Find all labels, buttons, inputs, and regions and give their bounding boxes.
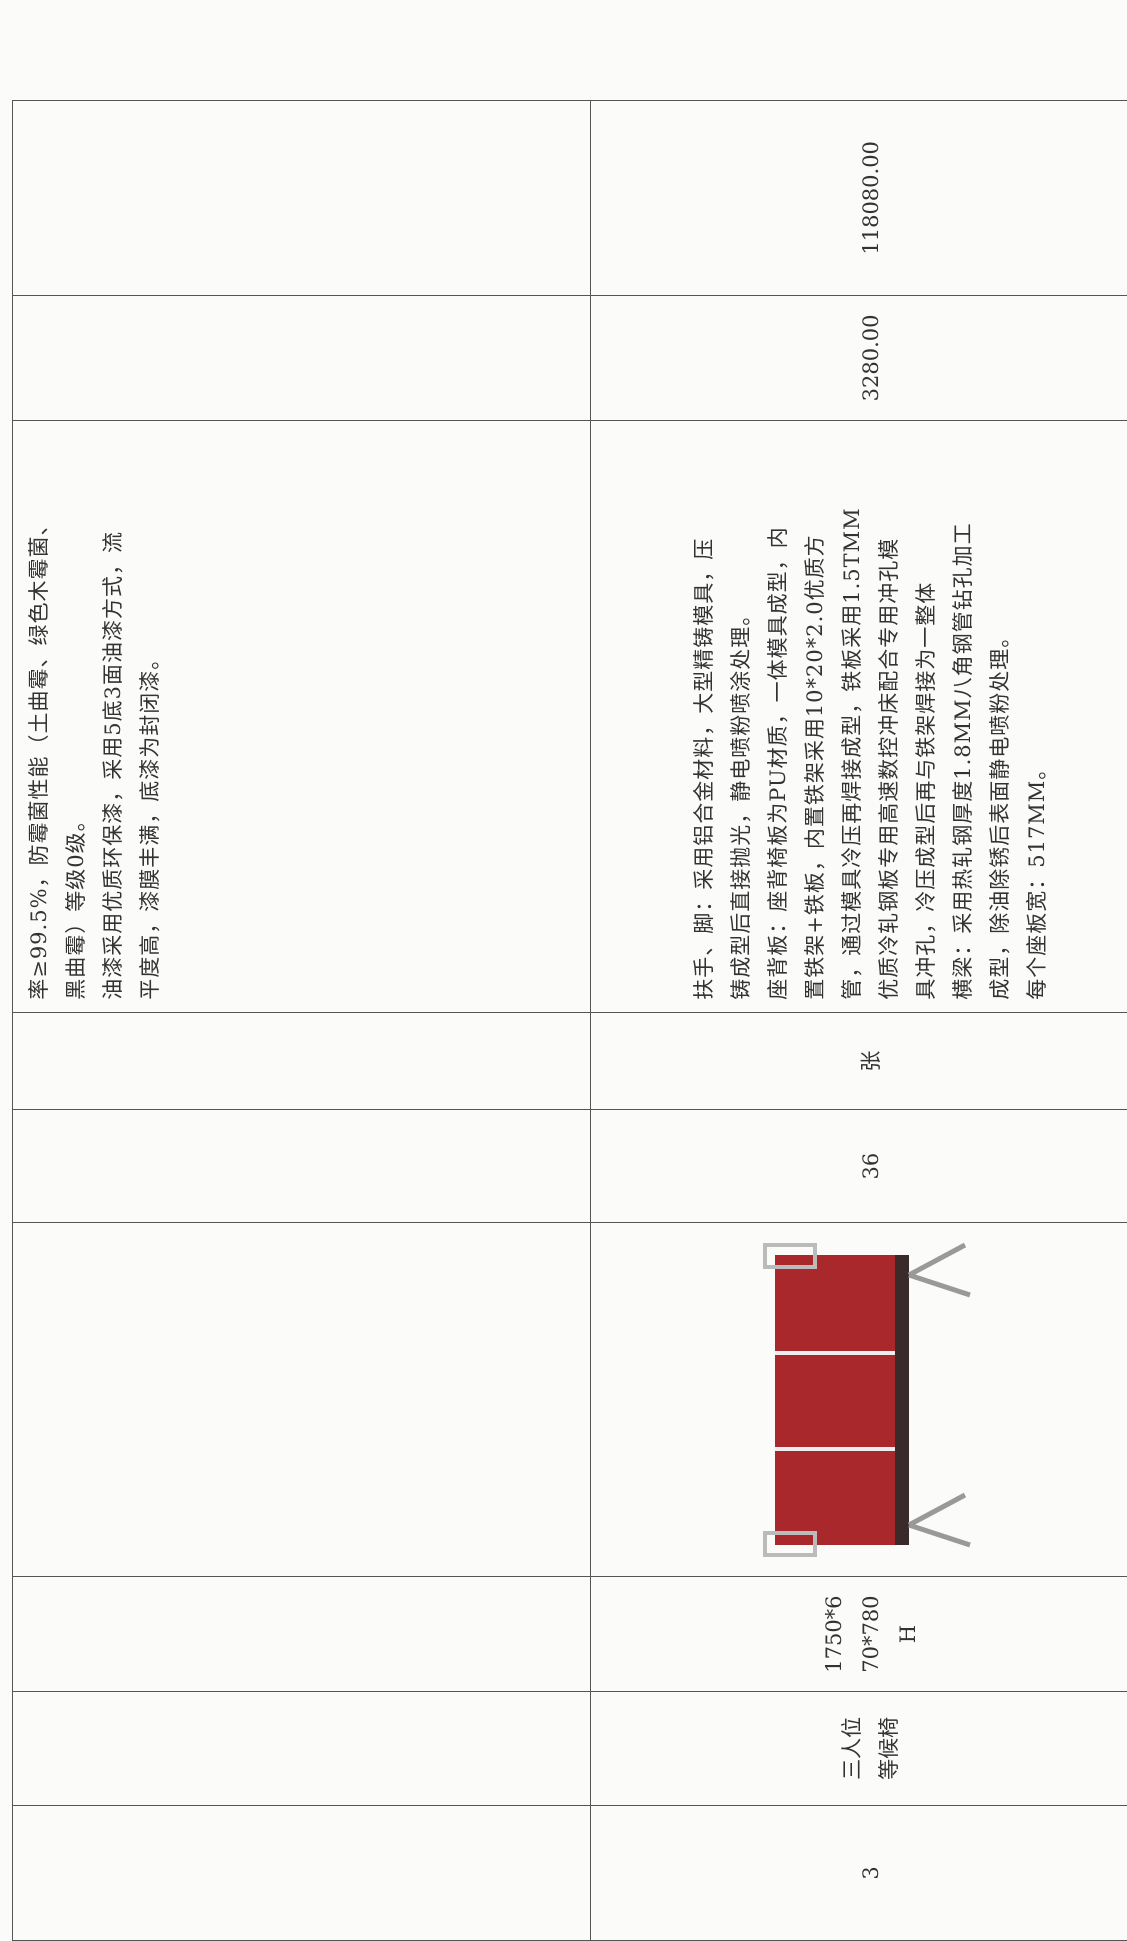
index-cell: 3 bbox=[591, 1805, 1127, 1940]
cell bbox=[13, 101, 591, 296]
text-line: 扶手、脚：采用铝合金材料，大型精铸模具，压 bbox=[686, 433, 723, 1000]
description-cell: 扶手、脚：采用铝合金材料，大型精铸模具，压铸成型后直接抛光，静电喷粉喷涂处理。座… bbox=[591, 421, 1127, 1013]
chair bbox=[765, 1245, 970, 1555]
text-line: 1750*6 bbox=[816, 1587, 853, 1681]
text-line: 每个座板宽：517MM。 bbox=[1019, 433, 1056, 1000]
cell bbox=[13, 1012, 591, 1110]
cell bbox=[13, 295, 591, 420]
text-line: 率≥99.5%，防霉菌性能（土曲霉、绿色木霉菌、 bbox=[21, 433, 58, 1000]
text-line: 具冲孔，冷压成型后再与铁架焊接为一整体 bbox=[908, 433, 945, 1000]
name-cell: 三人位等候椅 bbox=[591, 1691, 1127, 1805]
quantity-cell: 36 bbox=[591, 1110, 1127, 1223]
image-cell bbox=[591, 1222, 1127, 1576]
text-line: 平度高，漆膜丰满，底漆为封闭漆。 bbox=[132, 433, 169, 1000]
text-line: 优质冷轧钢板专用高速数控冲床配合专用冲孔模 bbox=[871, 433, 908, 1000]
text-line: 置铁架+铁板，内置铁架采用10*20*2.0优质方 bbox=[797, 433, 834, 1000]
cell bbox=[13, 1691, 591, 1805]
cell bbox=[13, 1110, 591, 1223]
text-line: 油漆采用优质环保漆，采用5底3面油漆方式，流 bbox=[95, 433, 132, 1000]
text-line: 70*780 bbox=[853, 1587, 890, 1681]
text-line: 座背板：座背椅板为PU材质，一体模具成型，内 bbox=[760, 433, 797, 1000]
cell bbox=[13, 1222, 591, 1576]
unit-cell: 张 bbox=[591, 1012, 1127, 1110]
text-line: 管，通过模具冷压再焊接成型，铁板采用1.5TMM bbox=[834, 433, 871, 1000]
page: {"table": {"rows": [ {"description": ["率… bbox=[0, 0, 1127, 1841]
text-line: H bbox=[890, 1587, 927, 1681]
total-cell: 118080.00 bbox=[591, 101, 1127, 296]
text-line: 铸成型后直接抛光，静电喷粉喷涂处理。 bbox=[723, 433, 760, 1000]
table-row: 率≥99.5%，防霉菌性能（土曲霉、绿色木霉菌、黑曲霉）等级0级。油漆采用优质环… bbox=[13, 101, 591, 1941]
quote-table: 率≥99.5%，防霉菌性能（土曲霉、绿色木霉菌、黑曲霉）等级0级。油漆采用优质环… bbox=[12, 100, 1127, 1941]
description-cell: 率≥99.5%，防霉菌性能（土曲霉、绿色木霉菌、黑曲霉）等级0级。油漆采用优质环… bbox=[13, 421, 591, 1013]
chair-photo bbox=[745, 1235, 985, 1565]
rotated-sheet: 率≥99.5%，防霉菌性能（土曲霉、绿色木霉菌、黑曲霉）等级0级。油漆采用优质环… bbox=[0, 0, 1127, 1841]
text-line: 横梁：采用热轧钢厚度1.8MM八角钢管钻孔加工 bbox=[945, 433, 982, 1000]
text-line: 黑曲霉）等级0级。 bbox=[58, 433, 95, 1000]
cell bbox=[13, 1805, 591, 1940]
text-line: 等候椅 bbox=[871, 1702, 908, 1795]
text-line: 三人位 bbox=[834, 1702, 871, 1795]
unit-price-cell: 3280.00 bbox=[591, 295, 1127, 420]
cell bbox=[13, 1577, 591, 1692]
text-line: 成型，除油除锈后表面静电喷粉处理。 bbox=[982, 433, 1019, 1000]
